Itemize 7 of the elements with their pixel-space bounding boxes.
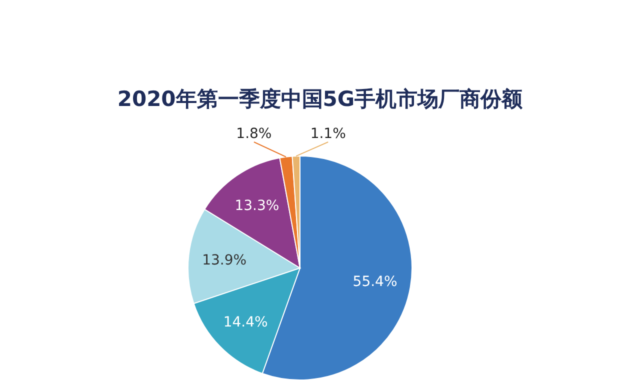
data-label: 13.3% — [234, 198, 280, 214]
data-label: 1.1% — [310, 126, 346, 142]
data-label: 1.8% — [236, 126, 272, 142]
data-label: 13.9% — [202, 252, 247, 268]
data-label: 14.4% — [223, 314, 268, 330]
chart-title: 2020年第一季度中国5G手机市场厂商份额 — [117, 87, 524, 111]
data-label: 55.4% — [352, 274, 398, 290]
